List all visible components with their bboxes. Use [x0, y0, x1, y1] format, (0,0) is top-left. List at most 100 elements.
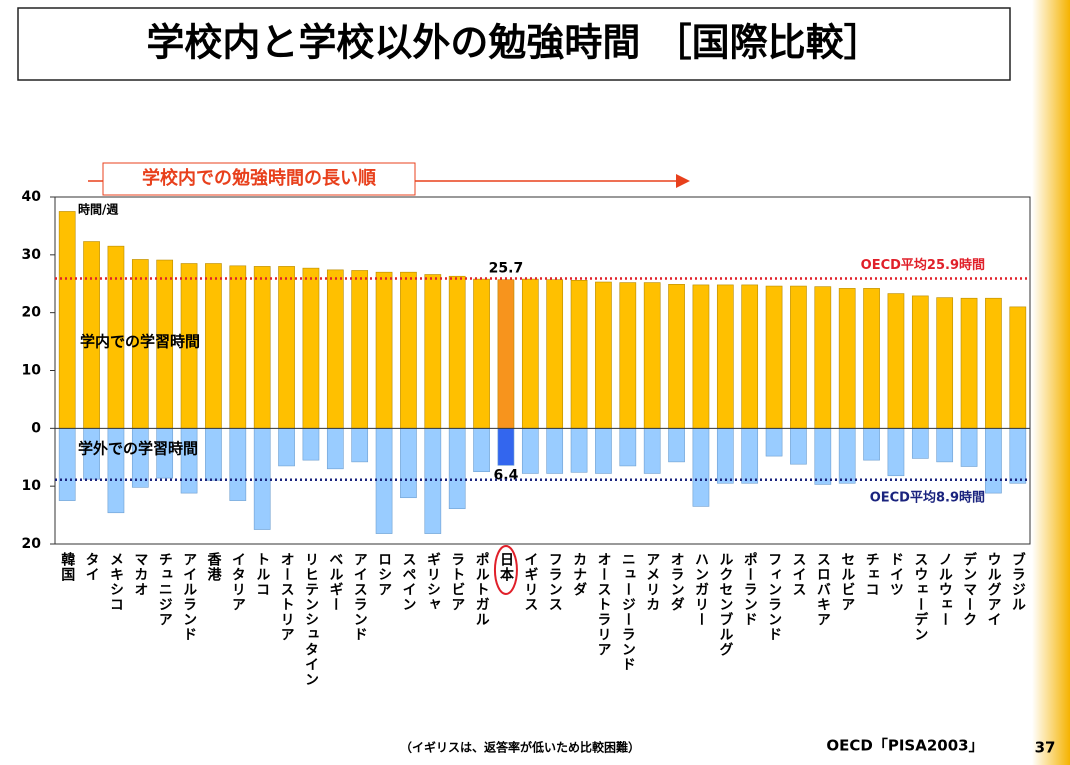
x-tick-label: オーストラリア [595, 552, 611, 657]
x-tick-label: ドイツ [888, 552, 904, 597]
bar [911, 295, 929, 429]
bar [765, 428, 783, 457]
bar [765, 285, 783, 429]
bar [887, 428, 905, 477]
bar [790, 428, 807, 465]
y-tick-label: 40 [22, 189, 42, 205]
bar [595, 281, 612, 429]
x-tick-label: ブラジル [1010, 551, 1026, 612]
reference-label: OECD平均8.9時間 [870, 489, 985, 505]
x-tick-label: 香港 [205, 551, 222, 582]
reference-label: OECD平均25.9時間 [861, 257, 985, 273]
bar [814, 286, 832, 429]
x-tick-label: スウェーデン [912, 552, 928, 642]
bar [351, 428, 369, 463]
bar [692, 428, 710, 507]
x-tick-label: フランス [547, 552, 563, 612]
bar [595, 428, 612, 474]
source: OECD「PISA2003」 [826, 737, 983, 755]
bar [497, 428, 515, 466]
bar [570, 428, 588, 473]
x-tick-label: フィンランド [766, 552, 782, 642]
y-tick-label: 10 [22, 363, 42, 379]
bar [253, 266, 271, 429]
x-tick-label: 日本 [498, 552, 514, 582]
bar [668, 428, 685, 463]
value-label: 6.4 [494, 467, 519, 483]
unit-label: 時間/週 [78, 202, 118, 217]
x-tick-label: オランダ [669, 552, 685, 612]
series-label: 学内での学習時間 [80, 333, 200, 351]
x-tick-label: ルクセンブルグ [717, 552, 733, 657]
bar [838, 288, 856, 429]
x-tick-label: セルビア [839, 552, 855, 612]
x-tick-label: トルコ [254, 552, 270, 597]
series-label: 学外での学習時間 [78, 440, 198, 458]
x-tick-label: ラトビア [449, 552, 465, 612]
y-tick-label: 20 [22, 305, 42, 321]
bar [229, 265, 247, 429]
bar [643, 428, 661, 474]
bar [473, 278, 490, 429]
x-tick-label: 韓国 [59, 551, 75, 582]
x-tick-label: イタリア [230, 552, 246, 612]
bar [936, 297, 954, 429]
x-tick-label: ノルウェー [937, 552, 953, 627]
bar [887, 293, 905, 429]
x-tick-label: デンマーク [961, 551, 977, 627]
bar [546, 428, 564, 474]
bar [448, 275, 466, 429]
bar [619, 428, 637, 467]
x-tick-label: スイス [790, 552, 806, 597]
y-tick-label: 0 [31, 420, 41, 436]
x-tick-label: メキシコ [108, 552, 124, 612]
title: 学校内と学校以外の勉強時間 ［国際比較］ [146, 21, 881, 65]
bar [741, 284, 759, 429]
bar [619, 282, 637, 429]
x-tick-label: オーストリア [279, 552, 295, 642]
bar [790, 285, 807, 429]
bar [326, 428, 344, 470]
title-box [17, 7, 1011, 81]
x-tick-label: ポーランド [742, 552, 758, 627]
page-number: 37 [1035, 739, 1056, 757]
x-tick-label: ポルトガル [474, 552, 490, 627]
x-tick-label: マカオ [132, 552, 148, 597]
bar [985, 428, 1002, 494]
bar [58, 428, 76, 501]
x-tick-label: チェコ [864, 552, 880, 597]
x-tick-label: タイ [84, 552, 100, 582]
bar [205, 428, 222, 481]
x-tick-label: ギリシャ [425, 552, 441, 612]
value-label: 25.7 [489, 261, 524, 277]
bar [643, 282, 661, 429]
order-box [102, 162, 416, 196]
x-tick-label: カナダ [571, 552, 587, 597]
y-tick-label: 30 [22, 247, 42, 263]
bar [278, 428, 295, 467]
bar [1009, 428, 1027, 484]
x-tick-label: ハンガリー [693, 552, 709, 627]
x-tick-label: スロバキア [815, 552, 831, 627]
bar [326, 269, 344, 429]
bar [400, 271, 417, 429]
highlight-circle [493, 545, 518, 595]
bar [521, 428, 539, 474]
x-tick-label: アメリカ [644, 552, 660, 612]
bar [205, 263, 222, 429]
bar [400, 428, 417, 499]
x-tick-label: アイスランド [352, 552, 368, 642]
edge-strip [1032, 0, 1070, 765]
bar [424, 274, 442, 429]
bar [960, 428, 978, 467]
bar [668, 284, 685, 429]
bar [497, 279, 515, 429]
bar [473, 428, 490, 473]
bar [521, 278, 539, 429]
bar [278, 266, 295, 429]
bar [546, 279, 564, 429]
bar [1009, 306, 1027, 429]
bar [302, 428, 320, 461]
bar [960, 297, 978, 429]
x-tick-label: リヒテンシュタイン [303, 552, 319, 687]
